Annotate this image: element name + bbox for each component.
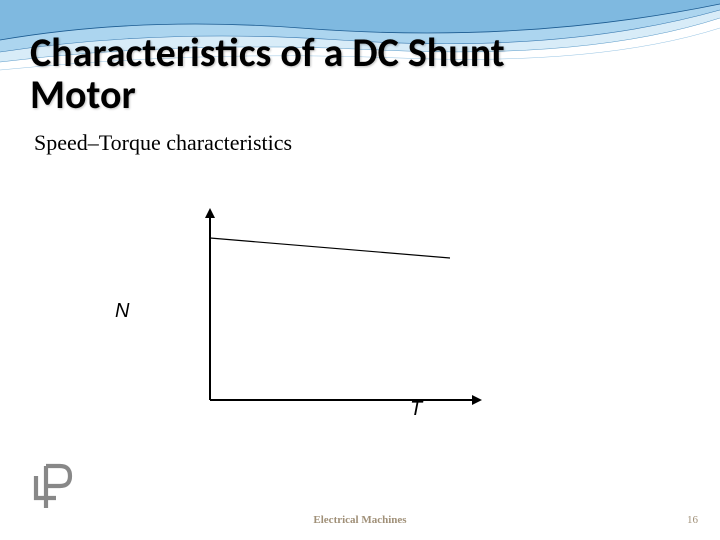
slide-subtitle: Speed–Torque characteristics (34, 130, 292, 156)
footer-text: Electrical Machines (0, 514, 720, 526)
title-line-2: Motor (30, 70, 136, 119)
speed-torque-chart (150, 200, 500, 430)
institution-logo-icon (32, 458, 74, 510)
y-axis-label: N (115, 300, 129, 323)
page-number: 16 (687, 514, 698, 526)
slide-title: Characteristics of a DC Shunt Motor (30, 32, 505, 116)
x-axis-label: T (410, 398, 422, 421)
